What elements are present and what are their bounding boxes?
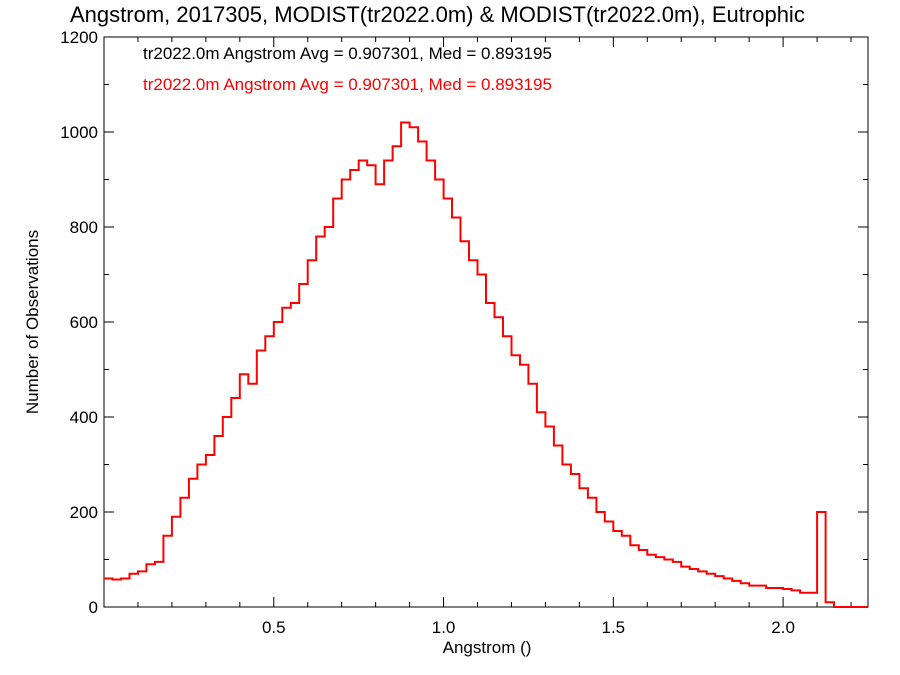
y-tick-label: 600 xyxy=(70,313,98,332)
y-tick-label: 0 xyxy=(89,598,98,617)
y-tick-label: 800 xyxy=(70,218,98,237)
chart-title: Angstrom, 2017305, MODIST(tr2022.0m) & M… xyxy=(70,2,805,27)
x-tick-label: 1.5 xyxy=(602,618,626,637)
x-tick-label: 1.0 xyxy=(432,618,456,637)
x-tick-label: 0.5 xyxy=(262,618,286,637)
x-axis-label: Angstrom () xyxy=(442,638,532,657)
x-tick-label: 2.0 xyxy=(771,618,795,637)
y-axis-label: Number of Observations xyxy=(23,229,42,415)
y-tick-label: 1200 xyxy=(60,28,98,47)
y-tick-label: 1000 xyxy=(60,123,98,142)
legend-entry-black: tr2022.0m Angstrom Avg = 0.907301, Med =… xyxy=(143,44,552,63)
plot-frame xyxy=(103,36,869,608)
y-tick-label: 400 xyxy=(70,408,98,427)
y-tick-label: 200 xyxy=(70,503,98,522)
legend-entry-red: tr2022.0m Angstrom Avg = 0.907301, Med =… xyxy=(143,75,552,94)
histogram-series-0 xyxy=(104,121,868,608)
